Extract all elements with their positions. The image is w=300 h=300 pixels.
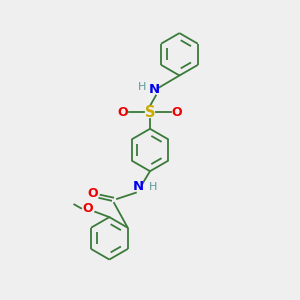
- Text: S: S: [145, 105, 155, 120]
- Text: O: O: [83, 202, 94, 215]
- Text: O: O: [172, 106, 182, 119]
- Text: H: H: [138, 82, 146, 92]
- Text: H: H: [149, 182, 157, 192]
- Text: O: O: [87, 187, 98, 200]
- Text: O: O: [118, 106, 128, 119]
- Text: N: N: [133, 180, 144, 193]
- Text: N: N: [149, 83, 160, 96]
